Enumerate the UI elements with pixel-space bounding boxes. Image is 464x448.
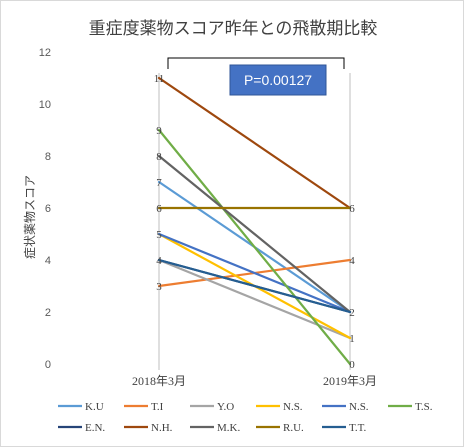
y-tick-label: 2 — [45, 307, 51, 319]
series-line — [157, 154, 352, 314]
legend-item: E.N. — [58, 422, 105, 434]
p-value-text: P=0.00127 — [244, 72, 312, 88]
legend-label: T.S. — [415, 401, 433, 413]
x-tick-label: 2019年3月 — [323, 374, 377, 388]
legend-label: M.K. — [217, 422, 240, 434]
legend-item: T.S. — [388, 401, 433, 413]
legend-label: E.N. — [85, 422, 105, 434]
y-tick-label: 12 — [39, 47, 51, 59]
data-label: 11 — [154, 73, 165, 85]
y-tick-label: 8 — [45, 151, 51, 163]
data-label: 3 — [156, 281, 162, 293]
legend-label: Y.O — [217, 401, 234, 413]
y-tick-label: 0 — [45, 359, 51, 371]
significance-bracket — [167, 57, 345, 69]
legend-item: T.T. — [322, 422, 367, 434]
legend-label: N.S. — [283, 401, 303, 413]
series-line — [157, 258, 352, 340]
legend-item: N.S. — [256, 401, 303, 413]
data-label: 2 — [349, 307, 355, 319]
legend-item: R.U. — [256, 422, 304, 434]
legend-label: R.U. — [283, 422, 304, 434]
data-label: 4 — [156, 255, 162, 267]
legend-item: N.S. — [322, 401, 369, 413]
x-tick-label: 2018年3月 — [132, 374, 186, 388]
data-label: 1 — [349, 333, 355, 345]
data-label: 6 — [156, 203, 162, 215]
legend-item: T.I — [124, 401, 164, 413]
series-line — [157, 76, 352, 210]
legend-label: T.T. — [349, 422, 367, 434]
legend-item: N.H. — [124, 422, 173, 434]
data-label: 0 — [349, 359, 355, 371]
y-tick-label: 6 — [45, 203, 51, 215]
legend-item: K.U — [58, 401, 104, 413]
series-line — [157, 258, 352, 314]
legend-label: K.U — [85, 401, 104, 413]
data-label: 4 — [349, 255, 355, 267]
legend-label: T.I — [151, 401, 164, 413]
legend-item: Y.O — [190, 401, 234, 413]
legend-label: N.S. — [349, 401, 369, 413]
y-axis-label: 症状薬物スコア — [22, 175, 37, 259]
legend-label: N.H. — [151, 422, 173, 434]
data-label: 8 — [156, 151, 162, 163]
data-label: 5 — [156, 229, 162, 241]
series-line — [157, 232, 352, 314]
data-label: 9 — [156, 125, 162, 137]
series-line — [157, 128, 352, 366]
p-value-box — [229, 64, 327, 96]
y-tick-label: 4 — [45, 255, 51, 267]
data-label: 6 — [349, 203, 355, 215]
legend-item: M.K. — [190, 422, 240, 434]
y-tick-label: 10 — [39, 99, 51, 111]
data-label: 7 — [156, 177, 162, 189]
chart-title: 重症度薬物スコア昨年との飛散期比較 — [89, 19, 378, 38]
